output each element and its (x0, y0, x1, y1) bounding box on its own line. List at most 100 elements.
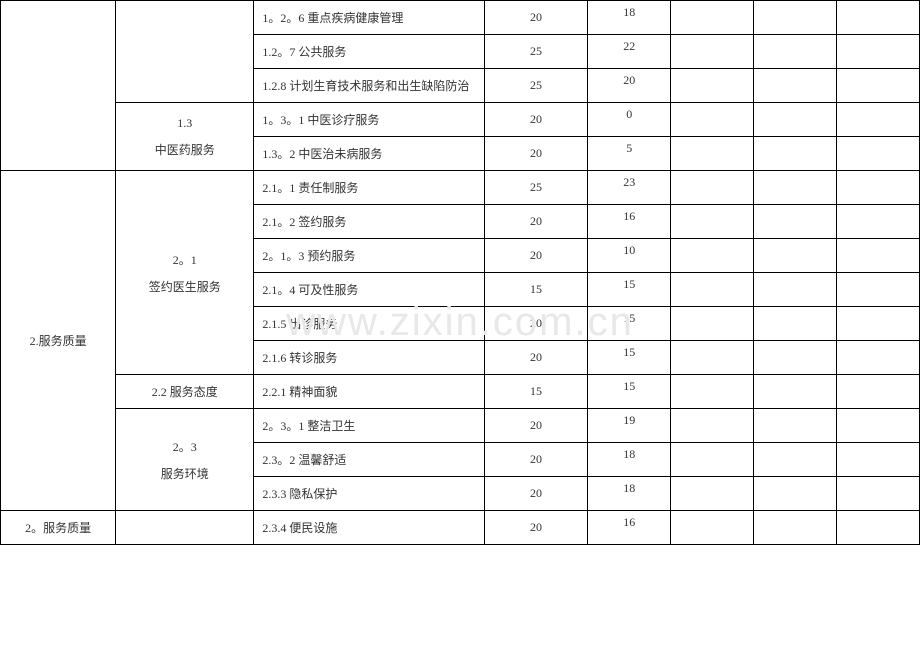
empty-cell (671, 273, 754, 307)
subcategory-cell: 2。1签约医生服务 (116, 171, 254, 375)
table-row: 2.服务质量2。1签约医生服务2.1。1 责任制服务2523 (1, 171, 920, 205)
item-cell: 1.2.8 计划生育技术服务和出生缺陷防治 (254, 69, 484, 103)
score-value-cell: 18 (588, 443, 671, 477)
empty-cell (754, 103, 837, 137)
empty-cell (837, 375, 920, 409)
item-cell: 1.3。2 中医治未病服务 (254, 137, 484, 171)
item-cell: 2.3.3 隐私保护 (254, 477, 484, 511)
item-cell: 1。3。1 中医诊疗服务 (254, 103, 484, 137)
empty-cell (671, 205, 754, 239)
empty-cell (754, 1, 837, 35)
empty-cell (671, 35, 754, 69)
empty-cell (837, 477, 920, 511)
item-cell: 2.3。2 温馨舒适 (254, 443, 484, 477)
score-max-cell: 15 (484, 273, 588, 307)
score-value-cell: 20 (588, 69, 671, 103)
empty-cell (837, 103, 920, 137)
score-value-cell: 15 (588, 307, 671, 341)
subcategory-cell: 1.3中医药服务 (116, 103, 254, 171)
empty-cell (754, 511, 837, 545)
empty-cell (671, 341, 754, 375)
item-cell: 2。3。1 整洁卫生 (254, 409, 484, 443)
empty-cell (837, 273, 920, 307)
empty-cell (671, 103, 754, 137)
empty-cell (754, 273, 837, 307)
empty-cell (837, 443, 920, 477)
empty-cell (837, 511, 920, 545)
score-value-cell: 16 (588, 205, 671, 239)
score-max-cell: 20 (484, 443, 588, 477)
empty-cell (671, 477, 754, 511)
subcategory-cell (116, 511, 254, 545)
empty-cell (754, 443, 837, 477)
empty-cell (671, 1, 754, 35)
score-max-cell: 20 (484, 409, 588, 443)
empty-cell (754, 69, 837, 103)
subcategory-cell: 2。3服务环境 (116, 409, 254, 511)
empty-cell (754, 35, 837, 69)
score-value-cell: 15 (588, 273, 671, 307)
empty-cell (671, 443, 754, 477)
score-value-cell: 0 (588, 103, 671, 137)
empty-cell (837, 307, 920, 341)
score-value-cell: 22 (588, 35, 671, 69)
empty-cell (754, 137, 837, 171)
category-cell: 2。服务质量 (1, 511, 116, 545)
table-row: 2。服务质量2.3.4 便民设施2016 (1, 511, 920, 545)
empty-cell (754, 307, 837, 341)
table-row: 2。3服务环境2。3。1 整洁卫生2019 (1, 409, 920, 443)
empty-cell (671, 69, 754, 103)
score-value-cell: 18 (588, 477, 671, 511)
empty-cell (837, 171, 920, 205)
score-value-cell: 19 (588, 409, 671, 443)
empty-cell (754, 341, 837, 375)
score-max-cell: 25 (484, 69, 588, 103)
score-max-cell: 20 (484, 307, 588, 341)
data-table: 1。2。6 重点疾病健康管理20181.2。7 公共服务25221.2.8 计划… (0, 0, 920, 545)
score-max-cell: 20 (484, 477, 588, 511)
score-max-cell: 25 (484, 171, 588, 205)
score-max-cell: 20 (484, 205, 588, 239)
table-row: 1.3中医药服务1。3。1 中医诊疗服务200 (1, 103, 920, 137)
item-cell: 2.1.5 出诊服务 (254, 307, 484, 341)
category-cell (1, 1, 116, 171)
item-cell: 2.2.1 精神面貌 (254, 375, 484, 409)
empty-cell (837, 205, 920, 239)
score-max-cell: 20 (484, 103, 588, 137)
empty-cell (837, 69, 920, 103)
item-cell: 2.1。2 签约服务 (254, 205, 484, 239)
empty-cell (754, 205, 837, 239)
empty-cell (754, 171, 837, 205)
score-value-cell: 18 (588, 1, 671, 35)
score-max-cell: 25 (484, 35, 588, 69)
score-value-cell: 10 (588, 239, 671, 273)
empty-cell (671, 239, 754, 273)
empty-cell (671, 409, 754, 443)
score-max-cell: 15 (484, 375, 588, 409)
score-value-cell: 16 (588, 511, 671, 545)
score-value-cell: 15 (588, 375, 671, 409)
score-max-cell: 20 (484, 137, 588, 171)
item-cell: 2.1。4 可及性服务 (254, 273, 484, 307)
empty-cell (754, 239, 837, 273)
empty-cell (837, 409, 920, 443)
empty-cell (837, 137, 920, 171)
score-value-cell: 23 (588, 171, 671, 205)
table-row: 1。2。6 重点疾病健康管理2018 (1, 1, 920, 35)
category-cell: 2.服务质量 (1, 171, 116, 511)
empty-cell (754, 477, 837, 511)
empty-cell (837, 1, 920, 35)
item-cell: 2.1。1 责任制服务 (254, 171, 484, 205)
score-value-cell: 5 (588, 137, 671, 171)
subcategory-cell (116, 1, 254, 103)
empty-cell (671, 171, 754, 205)
item-cell: 1。2。6 重点疾病健康管理 (254, 1, 484, 35)
empty-cell (671, 137, 754, 171)
subcategory-cell: 2.2 服务态度 (116, 375, 254, 409)
table-row: 2.2 服务态度2.2.1 精神面貌1515 (1, 375, 920, 409)
empty-cell (754, 375, 837, 409)
item-cell: 2。1。3 预约服务 (254, 239, 484, 273)
score-max-cell: 20 (484, 341, 588, 375)
empty-cell (671, 511, 754, 545)
empty-cell (837, 35, 920, 69)
